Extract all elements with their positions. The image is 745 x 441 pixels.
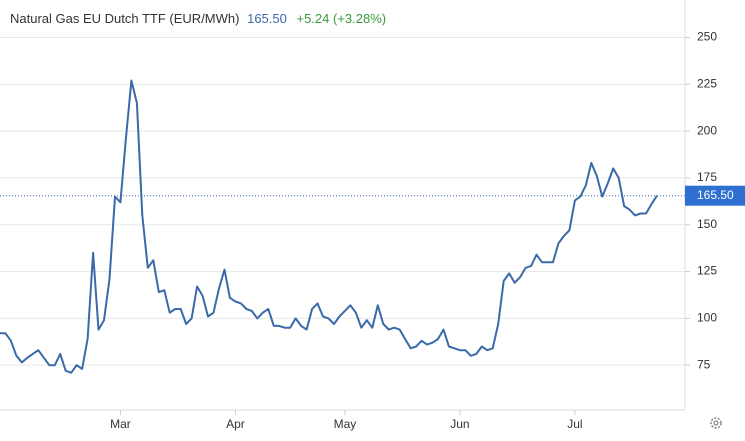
x-tick-label: May	[334, 417, 357, 431]
y-tick-label: 200	[697, 123, 717, 137]
x-tick-label: Mar	[110, 417, 131, 431]
header: Natural Gas EU Dutch TTF (EUR/MWh) 165.5…	[10, 11, 386, 26]
price-line	[0, 79, 658, 374]
y-tick-label: 75	[697, 357, 711, 371]
header-bg	[0, 6, 395, 34]
y-tick-label: 225	[697, 76, 717, 90]
price: 165.50	[247, 11, 287, 26]
gear-inner[interactable]	[713, 420, 719, 426]
y-tick-label: 150	[697, 217, 717, 231]
x-tick-label: Jun	[450, 417, 469, 431]
last-price-tag	[685, 185, 745, 206]
y-tick-label: 125	[697, 264, 717, 278]
gear-outer[interactable]	[710, 417, 722, 429]
x-tick-label: Apr	[226, 417, 245, 431]
settings-icon[interactable]	[710, 417, 722, 429]
y-tick-label: 100	[697, 311, 717, 325]
last-price-label: 165.50	[697, 188, 734, 202]
x-tick-label: Jul	[567, 417, 582, 431]
change: +5.24 (+3.28%)	[296, 11, 386, 26]
chart-title: Natural Gas EU Dutch TTF (EUR/MWh)	[10, 11, 239, 26]
y-tick-label: 250	[697, 30, 717, 44]
y-tick-label: 175	[697, 170, 717, 184]
